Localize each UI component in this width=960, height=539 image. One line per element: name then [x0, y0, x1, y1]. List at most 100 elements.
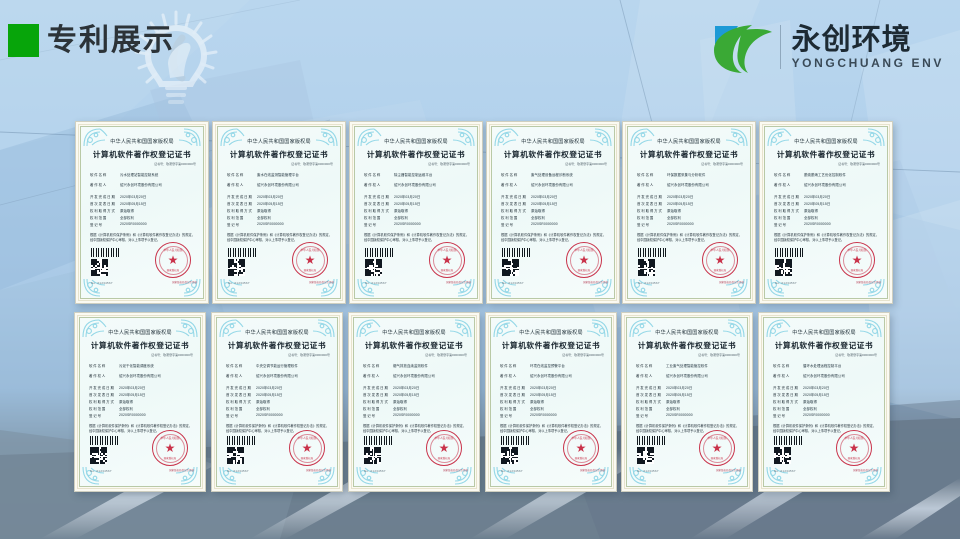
seal-top-text: 中华人民共和国 [160, 436, 180, 440]
certificate-issuer: 中华人民共和国国家版权局 [657, 138, 721, 146]
field-value: 2020年05月15日 [394, 202, 421, 206]
field-label: 开发完成日期 [89, 386, 115, 390]
logo-divider [779, 25, 781, 69]
certificate-number: No. 01234567 [364, 469, 386, 473]
seal-caption: 国家版权局登记专用章 [169, 469, 194, 472]
certificate-title: 计算机软件著作权登记证书 [503, 150, 603, 159]
official-red-seal: 中华人民共和国 ★ 国家版权局 [289, 430, 325, 466]
field-row: 著作权人 绍兴永创环境股份有限公司 [226, 373, 337, 378]
certificate-issuer: 中华人民共和国国家版权局 [382, 329, 446, 337]
field-label: 权利范围 [501, 216, 519, 220]
certificate-card-cert-3[interactable]: 中华人民共和国国家版权局 计算机软件著作权登记证书 证书号：软著登字第00000… [349, 121, 483, 304]
field-row: 首次发表日期 2020年05月15日 [773, 392, 884, 397]
certificate-note: 根据《计算机软件保护条例》和《计算机软件著作权登记办法》的规定，经中国版权保护中… [637, 233, 742, 243]
certificate-note: 根据《计算机软件保护条例》和《计算机软件著作权登记办法》的规定，经中国版权保护中… [773, 424, 876, 434]
field-label: 权利范围 [364, 216, 382, 220]
certificate-body: 中华人民共和国国家版权局 计算机软件著作权登记证书 证书号：软著登字第00000… [488, 315, 614, 489]
certificate-body: 中华人民共和国国家版权局 计算机软件著作权登记证书 证书号：软著登字第00000… [625, 124, 753, 301]
field-label: 首次发表日期 [90, 202, 116, 206]
certificate-card-cert-9[interactable]: 中华人民共和国国家版权局 计算机软件著作权登记证书 证书号：软著登字第00000… [348, 312, 480, 492]
certificate-card-cert-2[interactable]: 中华人民共和国国家版权局 计算机软件著作权登记证书 证书号：软著登字第00000… [212, 121, 346, 304]
field-value: 2020年05月15日 [393, 393, 420, 397]
ornament-corner-icon [312, 466, 335, 485]
field-label: 权利取得方式 [636, 400, 662, 404]
ornament-corner-icon [767, 128, 792, 147]
certificate-subnote: 证书号：软著登字第0000000号 [151, 353, 193, 357]
field-value: 2020年05月15日 [531, 202, 558, 206]
seal-inner-ring [432, 245, 462, 275]
ornament-corner-icon [315, 278, 338, 297]
seal-bottom-text: 国家版权局 [440, 269, 454, 272]
ornament-corner-icon [725, 278, 748, 297]
barcode-icon [775, 248, 805, 257]
ornament-corner-icon [219, 466, 242, 485]
field-row: 权利范围 全部权利 [501, 215, 614, 220]
certificate-subnote: 证书号：软著登字第0000000号 [701, 162, 743, 166]
field-label: 软件名称 [501, 173, 519, 177]
certificate-issuer: 中华人民共和国国家版权局 [792, 329, 856, 337]
certificate-number: No. 01234567 [91, 281, 113, 285]
certificate-card-cert-7[interactable]: 中华人民共和国国家版权局 计算机软件著作权登记证书 证书号：软著登字第00000… [74, 312, 206, 492]
ornament-corner-icon [766, 466, 789, 485]
field-value: 环保数据采集与分析软件 [667, 173, 706, 177]
certificate-card-cert-8[interactable]: 中华人民共和国国家版权局 计算机软件著作权登记证书 证书号：软著登字第00000… [211, 312, 343, 492]
certificate-card-cert-5[interactable]: 中华人民共和国国家版权局 计算机软件著作权登记证书 证书号：软著登字第00000… [622, 121, 756, 304]
seal-bottom-text: 国家版权局 [574, 457, 588, 460]
field-label: 权利范围 [636, 407, 654, 411]
seal-inner-ring [429, 433, 459, 463]
official-red-seal: 中华人民共和国 ★ 国家版权局 [836, 430, 872, 466]
field-label: 首次发表日期 [227, 202, 253, 206]
certificate-secondary-fields: 开发完成日期 2020年03月20日 首次发表日期 2020年05月15日 权利… [90, 194, 203, 227]
seal-bottom-text: 国家版权局 [847, 457, 861, 460]
field-label: 登记号 [90, 223, 103, 227]
field-value: 2020SR0000000 [803, 413, 830, 417]
certificate-title: 计算机软件著作权登记证书 [639, 150, 739, 159]
field-row: 开发完成日期 2020年03月20日 [363, 385, 474, 390]
ornament-corner-icon [862, 278, 885, 297]
field-row: 权利取得方式 原始取得 [501, 208, 614, 213]
field-value: 2020年05月15日 [803, 393, 830, 397]
field-row: 登记号 2020SR0000000 [363, 413, 474, 418]
field-value: 2020年03月20日 [394, 195, 421, 199]
field-label: 开发完成日期 [636, 386, 662, 390]
field-label: 权利取得方式 [364, 209, 390, 213]
company-logo: 永创环境 YONGCHUANG ENV [712, 18, 944, 76]
certificate-card-cert-11[interactable]: 中华人民共和国国家版权局 计算机软件著作权登记证书 证书号：软著登字第00000… [621, 312, 753, 492]
ornament-corner-icon [315, 128, 338, 147]
certificate-card-cert-6[interactable]: 中华人民共和国国家版权局 计算机软件著作权登记证书 证书号：软著登字第00000… [759, 121, 893, 304]
field-value: 原始取得 [393, 400, 407, 404]
field-row: 开发完成日期 2020年03月20日 [89, 385, 200, 390]
field-value: 绍兴永创环境股份有限公司 [256, 374, 298, 378]
field-value: 2020年03月20日 [666, 386, 693, 390]
certificate-card-cert-12[interactable]: 中华人民共和国国家版权局 计算机软件著作权登记证书 证书号：软著登字第00000… [758, 312, 890, 492]
field-row: 首次发表日期 2020年05月15日 [227, 201, 340, 206]
field-value: 绍兴永创环境股份有限公司 [803, 374, 845, 378]
seal-top-text: 中华人民共和国 [297, 436, 317, 440]
certificate-body: 中华人民共和国国家版权局 计算机软件著作权登记证书 证书号：软著登字第00000… [215, 124, 343, 301]
field-row: 开发完成日期 2020年03月20日 [636, 385, 747, 390]
seal-caption: 国家版权局登记专用章 [716, 469, 741, 472]
certificate-primary-fields: 软件名称 废气处理设备远程诊断系统 著作权人 绍兴永创环境股份有限公司 [501, 172, 614, 187]
field-value: 2020SR0000000 [393, 413, 420, 417]
certificate-card-cert-10[interactable]: 中华人民共和国国家版权局 计算机软件著作权登记证书 证书号：软著登字第00000… [485, 312, 617, 492]
field-row: 软件名称 环境在线监控预警平台 [500, 363, 611, 368]
field-label: 首次发表日期 [501, 202, 527, 206]
seal-caption: 国家版权局登记专用章 [306, 469, 331, 472]
field-label: 权利范围 [774, 216, 792, 220]
field-value: 2020SR0000000 [530, 413, 557, 417]
title-accent-square [8, 24, 39, 57]
ornament-corner-icon [766, 319, 791, 338]
field-row: 权利取得方式 原始取得 [636, 399, 747, 404]
field-value: 2020SR0000000 [666, 413, 693, 417]
ornament-corner-icon [82, 319, 107, 338]
certificate-card-cert-1[interactable]: 中华人民共和国国家版权局 计算机软件著作权登记证书 证书号：软著登字第00000… [75, 121, 209, 304]
ornament-corner-icon [178, 128, 201, 147]
ornament-corner-icon [220, 128, 245, 147]
barcode-icon [91, 248, 121, 257]
certificate-card-cert-4[interactable]: 中华人民共和国国家版权局 计算机软件著作权登记证书 证书号：软著登字第00000… [486, 121, 620, 304]
field-value: 2020年05月15日 [530, 393, 557, 397]
field-value: 全部权利 [394, 216, 408, 220]
field-label: 著作权人 [227, 183, 245, 187]
certificate-body: 中华人民共和国国家版权局 计算机软件著作权登记证书 证书号：软著登字第00000… [352, 124, 480, 301]
field-row: 权利取得方式 原始取得 [227, 208, 340, 213]
